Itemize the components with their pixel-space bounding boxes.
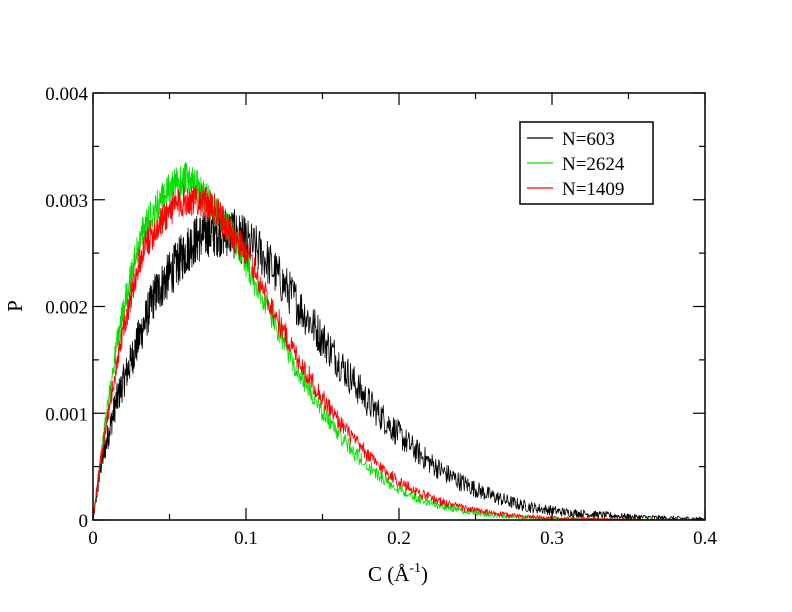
series-line-n603 xyxy=(92,207,706,521)
x-axis-label-main: C (Å xyxy=(368,562,410,586)
series-line-n2624 xyxy=(92,161,706,521)
legend-label-n2624: N=2624 xyxy=(562,154,625,175)
x-axis-label-close: ) xyxy=(421,562,428,586)
y-tick-label: 0.002 xyxy=(45,298,88,319)
x-axis-label-exponent: -1 xyxy=(409,561,421,576)
series-line-n1409 xyxy=(92,183,706,521)
legend-label-n1409: N=1409 xyxy=(562,179,624,200)
x-tick-label: 0.4 xyxy=(693,528,717,549)
x-tick-label: 0.3 xyxy=(540,528,564,549)
y-tick-label: 0.001 xyxy=(45,404,88,425)
legend: N=603 N=2624 N=1409 xyxy=(519,121,654,205)
x-tick-label: 0.2 xyxy=(387,528,411,549)
series-layer xyxy=(92,161,706,521)
y-axis-label: P xyxy=(3,300,27,312)
plot-frame xyxy=(92,92,706,521)
legend-label-n603: N=603 xyxy=(562,129,615,150)
y-tick-label: 0.004 xyxy=(45,84,88,105)
x-tick-label: 0.1 xyxy=(234,528,258,549)
y-tick-label: 0 xyxy=(79,511,89,532)
tick-labels: 0 0.1 0.2 0.3 0.4 0 0.001 0.002 0.003 0.004 xyxy=(45,84,717,549)
y-tick-label: 0.003 xyxy=(45,191,88,212)
x-axis-label: C (Å-1) xyxy=(368,561,428,586)
ticks-layer xyxy=(92,92,706,521)
x-tick-label: 0 xyxy=(88,528,98,549)
